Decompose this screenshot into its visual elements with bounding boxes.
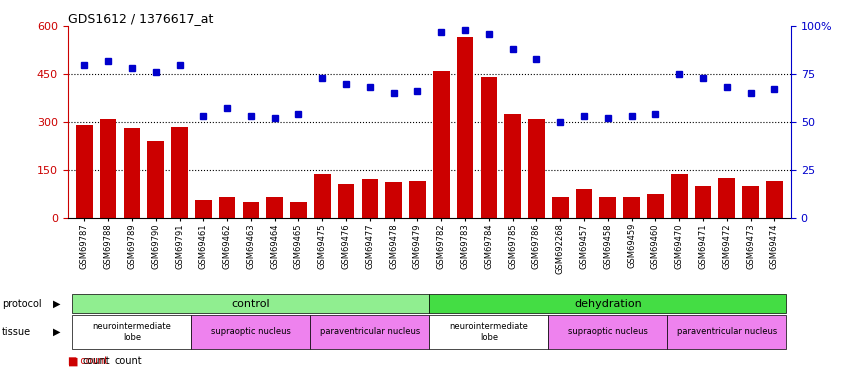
Text: neurointermediate
lobe: neurointermediate lobe (449, 322, 528, 342)
Bar (100, 118, 117, 218)
Bar (429, 315, 548, 349)
Bar (766, 181, 783, 218)
Bar (528, 118, 545, 218)
Text: protocol: protocol (2, 299, 41, 309)
Bar (671, 174, 688, 217)
Bar (409, 181, 426, 218)
Text: ■ count: ■ count (68, 356, 107, 366)
Text: control: control (232, 299, 270, 309)
Bar (624, 197, 640, 217)
Bar (718, 178, 735, 218)
Bar (191, 315, 310, 349)
Bar (76, 125, 93, 218)
Bar (361, 179, 378, 218)
Bar (266, 197, 283, 217)
Bar (575, 189, 592, 217)
Text: ▶: ▶ (53, 299, 61, 309)
Bar (600, 197, 616, 217)
Text: count: count (114, 356, 142, 366)
Bar (742, 186, 759, 218)
Text: tissue: tissue (2, 327, 30, 337)
Bar (504, 114, 521, 218)
Bar (385, 183, 402, 218)
Bar (481, 77, 497, 218)
Bar (290, 202, 307, 217)
Bar (647, 194, 664, 217)
Bar (73, 315, 191, 349)
Bar (314, 174, 331, 217)
Text: supraoptic nucleus: supraoptic nucleus (568, 327, 648, 336)
Bar (429, 294, 786, 313)
Bar (124, 128, 140, 217)
Text: count: count (83, 356, 111, 366)
Text: paraventricular nucleus: paraventricular nucleus (320, 327, 420, 336)
Bar (433, 71, 449, 217)
Text: ▶: ▶ (53, 327, 61, 337)
Text: neurointermediate
lobe: neurointermediate lobe (92, 322, 172, 342)
Bar (310, 315, 429, 349)
Bar (695, 186, 711, 218)
Bar (171, 127, 188, 218)
Text: paraventricular nucleus: paraventricular nucleus (677, 327, 777, 336)
Bar (667, 315, 786, 349)
Bar (219, 197, 235, 217)
Text: dehydration: dehydration (574, 299, 641, 309)
Text: ■: ■ (68, 356, 78, 366)
Bar (195, 200, 212, 217)
Bar (457, 38, 474, 218)
Text: GDS1612 / 1376617_at: GDS1612 / 1376617_at (68, 12, 213, 25)
Bar (552, 197, 569, 217)
Bar (73, 294, 429, 313)
Bar (548, 315, 667, 349)
Bar (338, 184, 354, 218)
Text: supraoptic nucleus: supraoptic nucleus (211, 327, 291, 336)
Bar (147, 141, 164, 218)
Bar (243, 202, 259, 217)
